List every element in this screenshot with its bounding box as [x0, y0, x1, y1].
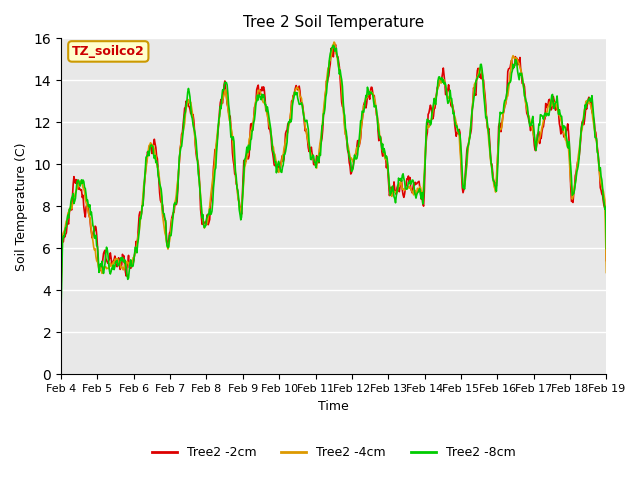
Tree2 -4cm — [123, 258, 131, 264]
Tree2 -2cm — [207, 196, 215, 202]
Y-axis label: Soil Temperature (C): Soil Temperature (C) — [15, 142, 28, 271]
Legend: Tree2 -2cm, Tree2 -4cm, Tree2 -8cm: Tree2 -2cm, Tree2 -4cm, Tree2 -8cm — [147, 441, 521, 464]
Tree2 -2cm — [67, 204, 75, 209]
Tree2 -8cm — [417, 192, 424, 198]
Text: TZ_soilco2: TZ_soilco2 — [72, 45, 145, 58]
Line: Tree2 -8cm: Tree2 -8cm — [61, 45, 606, 311]
Tree2 -2cm — [417, 190, 424, 196]
Line: Tree2 -2cm: Tree2 -2cm — [61, 45, 606, 284]
Tree2 -8cm — [207, 211, 215, 217]
Tree2 -2cm — [57, 281, 65, 287]
Tree2 -2cm — [123, 263, 131, 268]
Tree2 -2cm — [602, 258, 610, 264]
Tree2 -2cm — [401, 191, 408, 197]
Line: Tree2 -4cm: Tree2 -4cm — [61, 42, 606, 289]
Tree2 -4cm — [330, 39, 338, 45]
Tree2 -8cm — [401, 179, 408, 184]
Tree2 -8cm — [179, 136, 186, 142]
Tree2 -4cm — [602, 270, 610, 276]
Tree2 -4cm — [207, 189, 215, 194]
Title: Tree 2 Soil Temperature: Tree 2 Soil Temperature — [243, 15, 424, 30]
Tree2 -8cm — [57, 308, 65, 313]
Tree2 -4cm — [67, 202, 75, 208]
Tree2 -4cm — [179, 131, 186, 136]
Tree2 -8cm — [67, 199, 75, 204]
X-axis label: Time: Time — [318, 400, 349, 413]
Tree2 -4cm — [401, 187, 408, 193]
Tree2 -8cm — [602, 246, 610, 252]
Tree2 -2cm — [332, 42, 339, 48]
Tree2 -8cm — [123, 271, 131, 277]
Tree2 -4cm — [417, 185, 424, 191]
Tree2 -4cm — [57, 286, 65, 292]
Tree2 -2cm — [179, 130, 186, 135]
Tree2 -8cm — [330, 42, 337, 48]
